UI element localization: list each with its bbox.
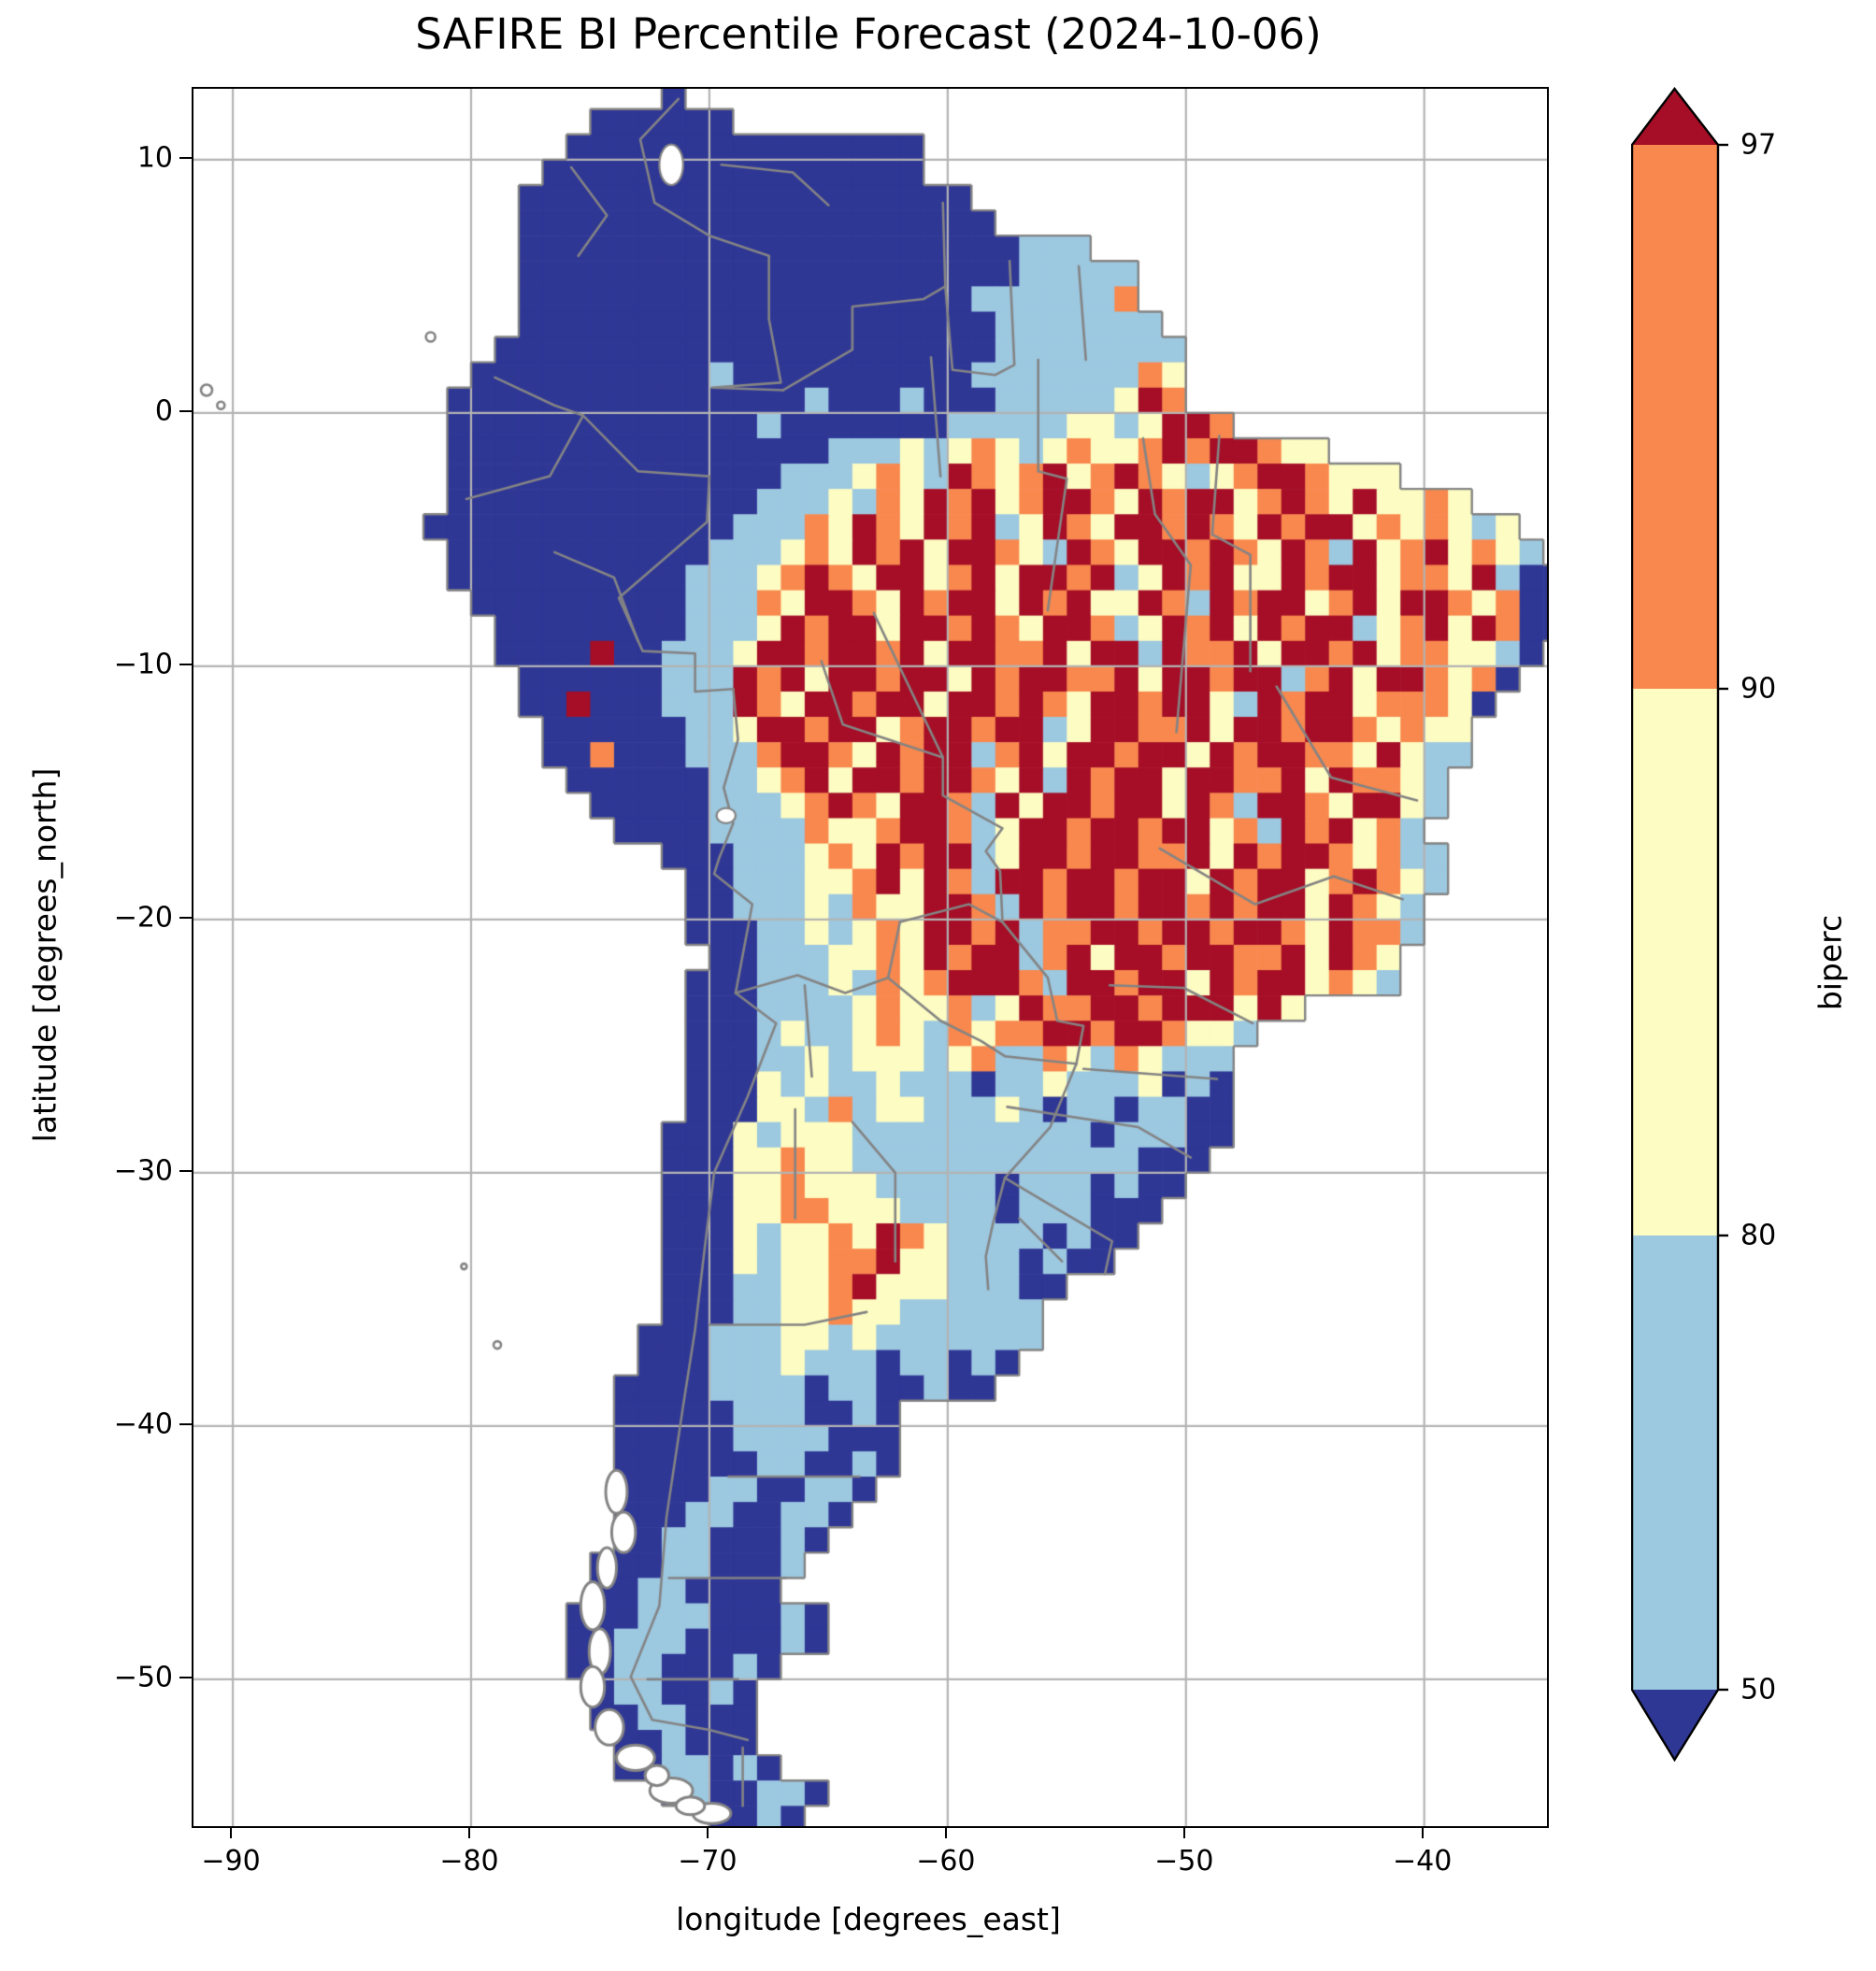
y-tick-mark (179, 156, 192, 159)
colorbar-segment (1632, 89, 1718, 145)
map-plot (192, 87, 1549, 1828)
colorbar-segment (1632, 145, 1718, 689)
colorbar-svg (1630, 87, 1728, 1763)
y-tick-mark (179, 409, 192, 412)
colorbar-tick-label: 97 (1740, 128, 1777, 162)
y-tick-mark (179, 1169, 192, 1172)
x-tick-mark (944, 1826, 947, 1838)
x-tick-mark (1182, 1826, 1185, 1838)
colorbar (1630, 87, 1730, 1767)
y-tick-mark (179, 1676, 192, 1678)
y-tick-label: −10 (113, 648, 173, 681)
x-tick-mark (467, 1826, 470, 1838)
y-axis-label: latitude [degrees_north] (26, 767, 64, 1143)
colorbar-label: biperc (1812, 914, 1849, 1011)
x-tick-mark (230, 1826, 233, 1838)
colorbar-segment (1632, 1235, 1718, 1690)
y-tick-label: −50 (113, 1661, 173, 1694)
x-tick-label: −80 (439, 1845, 499, 1878)
y-tick-label: −40 (113, 1407, 173, 1441)
y-tick-label: −30 (113, 1154, 173, 1188)
x-tick-label: −90 (201, 1845, 261, 1878)
y-tick-label: 0 (154, 394, 173, 428)
y-tick-mark (179, 663, 192, 665)
colorbar-tick-label: 50 (1740, 1673, 1777, 1707)
y-tick-mark (179, 916, 192, 919)
south-america-heatmap-canvas (193, 89, 1547, 1826)
colorbar-segment (1632, 1690, 1718, 1760)
x-tick-label: −50 (1154, 1845, 1214, 1878)
x-tick-mark (1421, 1826, 1424, 1838)
colorbar-tick-label: 90 (1740, 672, 1777, 706)
x-tick-label: −40 (1393, 1845, 1453, 1878)
y-tick-label: 10 (136, 141, 173, 175)
x-tick-mark (706, 1826, 709, 1838)
y-tick-label: −20 (113, 901, 173, 935)
x-axis-label: longitude [degrees_east] (676, 1901, 1061, 1937)
chart-title: SAFIRE BI Percentile Forecast (2024-10-0… (415, 9, 1322, 59)
colorbar-tick-label: 80 (1740, 1219, 1777, 1252)
colorbar-segment (1632, 689, 1718, 1235)
x-tick-label: −70 (678, 1845, 738, 1878)
y-tick-mark (179, 1422, 192, 1425)
x-tick-label: −60 (916, 1845, 976, 1878)
